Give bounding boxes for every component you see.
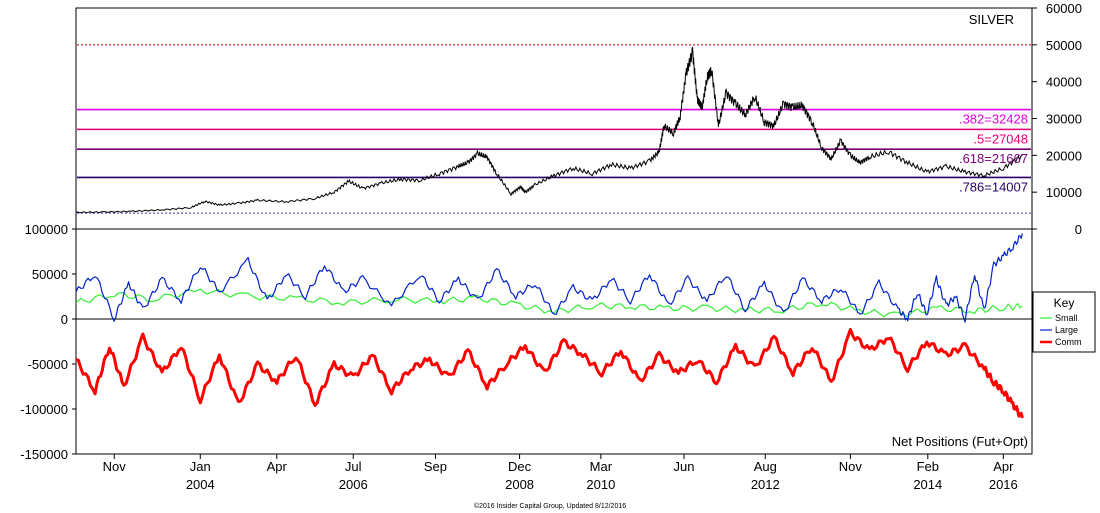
price-y-tick-label: 40000 <box>1046 75 1082 90</box>
positions-y-tick-label: 0 <box>61 312 68 327</box>
x-tick-year: 2016 <box>989 477 1018 492</box>
legend-label: Comm <box>1055 337 1082 347</box>
x-tick-month: Jul <box>345 459 362 474</box>
price-y-tick-label: 30000 <box>1046 112 1082 127</box>
reference-line-label: .5=27048 <box>973 131 1028 146</box>
price-y-tick-label: 60000 <box>1046 1 1082 16</box>
x-tick-year: 2010 <box>586 477 615 492</box>
price-y-tick-label: 20000 <box>1046 148 1082 163</box>
positions-y-tick-label: -100000 <box>20 402 68 417</box>
positions-y-tick-label: -50000 <box>28 357 68 372</box>
price-y-axis: 60000 50000 40000 30000 20000 10000 0 <box>1032 1 1082 237</box>
legend: Key Small Large Comm <box>1032 291 1096 353</box>
x-axis: Nov Jan 2004 Apr Jul 2006 Sep Dec 2008 Mar 2010 Jun… <box>103 454 1018 492</box>
reference-line-label: .618=21667 <box>959 151 1028 166</box>
positions-y-tick-label: 50000 <box>32 267 68 282</box>
x-tick-month: Apr <box>993 459 1014 474</box>
footer-credit: ©2016 Insider Capital Group, Updated 8/1… <box>474 502 626 510</box>
positions-y-axis: 100000 50000 0 -50000 -100000 -150000 <box>20 222 76 462</box>
x-tick-month: Nov <box>839 459 863 474</box>
x-tick-month: Apr <box>267 459 288 474</box>
price-reference-lines <box>77 44 1031 214</box>
legend-label: Small <box>1055 313 1078 323</box>
price-y-tick-label: 0 <box>1075 222 1082 237</box>
positions-chart-title: Net Positions (Fut+Opt) <box>892 434 1028 449</box>
x-tick-year: 2008 <box>505 477 534 492</box>
x-tick-month: Feb <box>917 459 939 474</box>
x-tick-year: 2004 <box>186 477 215 492</box>
x-tick-month: Nov <box>103 459 127 474</box>
x-tick-month: Dec <box>508 459 532 474</box>
positions-panel-frame <box>75 228 1033 455</box>
positions-series-group <box>75 233 1024 419</box>
positions-y-tick-label: 100000 <box>25 222 68 237</box>
reference-line-label: .786=14007 <box>959 179 1028 194</box>
price-panel-frame <box>75 7 1033 230</box>
series-line-large <box>75 233 1023 323</box>
positions-y-tick-label: -150000 <box>20 447 68 462</box>
x-tick-year: 2012 <box>751 477 780 492</box>
series-line-comm <box>75 327 1024 419</box>
x-tick-month: Jun <box>674 459 695 474</box>
x-tick-year: 2014 <box>913 477 942 492</box>
price-series-group <box>75 47 1023 214</box>
legend-items: Small Large Comm <box>1040 313 1082 347</box>
price-chart-title: SILVER <box>969 12 1014 27</box>
price-series-line <box>75 47 1023 214</box>
fibonacci-labels: .382=32428 .5=27048 .618=21667 .786=14007 <box>959 112 1028 195</box>
x-tick-month: Mar <box>590 459 613 474</box>
x-tick-month: Jan <box>190 459 211 474</box>
x-tick-month: Sep <box>424 459 447 474</box>
series-line-small <box>75 288 1023 318</box>
legend-label: Large <box>1055 325 1078 335</box>
x-tick-year: 2006 <box>339 477 368 492</box>
price-y-tick-label: 50000 <box>1046 38 1082 53</box>
legend-title: Key <box>1054 296 1075 310</box>
x-tick-month: Aug <box>754 459 777 474</box>
reference-line-label: .382=32428 <box>959 112 1028 127</box>
price-y-tick-label: 10000 <box>1046 185 1082 200</box>
